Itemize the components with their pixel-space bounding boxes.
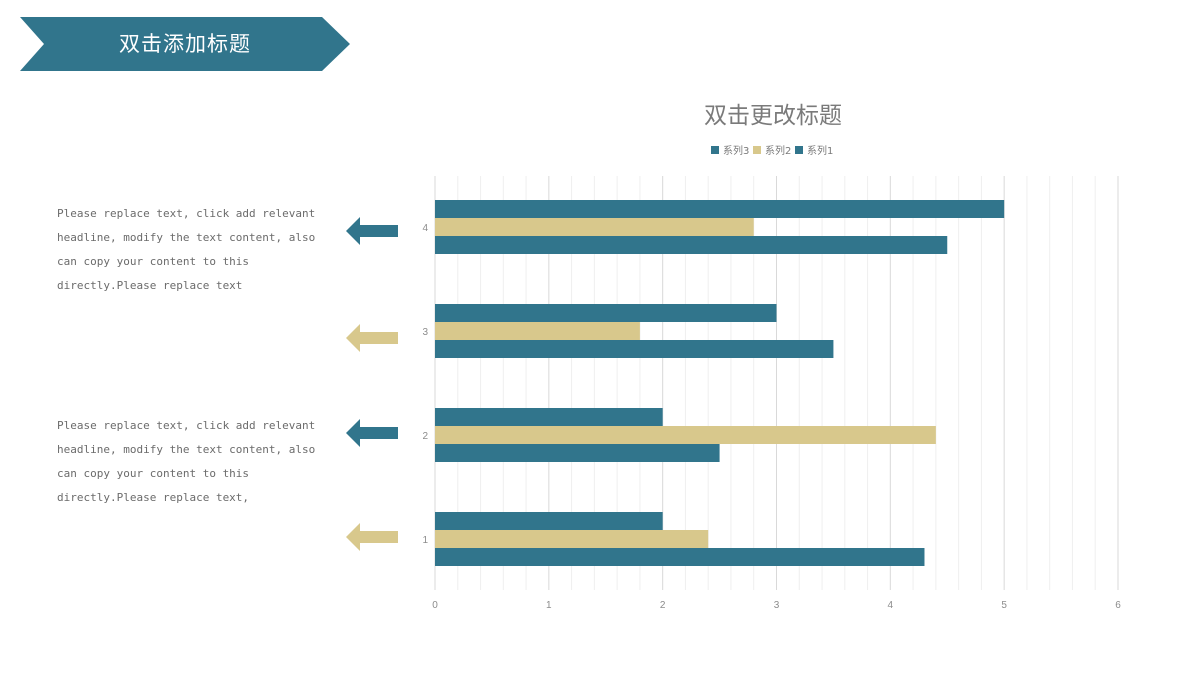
x-tick-label: 1 — [546, 600, 552, 611]
y-tick-label: 2 — [422, 431, 428, 442]
x-tick-label: 5 — [1001, 600, 1007, 611]
x-tick-label: 4 — [888, 600, 894, 611]
arrow-left-icon — [346, 419, 398, 447]
bar-系列2-2 — [435, 426, 936, 444]
chart-title: 双击更改标题 — [704, 103, 842, 129]
bar-系列1-3 — [435, 340, 834, 358]
arrow-left-icon — [346, 217, 398, 245]
bar-系列3-4 — [435, 200, 1005, 218]
bar-系列1-4 — [435, 236, 948, 254]
legend-swatch — [795, 146, 803, 154]
legend-label: 系列3 — [723, 144, 749, 157]
x-tick-label: 2 — [660, 600, 666, 611]
bar-系列2-4 — [435, 218, 754, 236]
x-tick-label: 0 — [432, 600, 438, 611]
legend-swatch — [711, 146, 719, 154]
page-title: 双击添加标题 — [119, 32, 251, 56]
bar-系列3-1 — [435, 512, 663, 530]
arrow-left-icon — [346, 523, 398, 551]
title-banner: 双击添加标题 — [20, 17, 350, 71]
bar-系列3-2 — [435, 408, 663, 426]
y-tick-label: 1 — [422, 535, 428, 546]
legend-label: 系列2 — [765, 144, 791, 157]
bar-系列2-1 — [435, 530, 709, 548]
bar-系列1-1 — [435, 548, 925, 566]
bar-系列1-2 — [435, 444, 720, 462]
y-tick-label: 4 — [422, 223, 428, 234]
bar-系列2-3 — [435, 322, 640, 340]
arrow-left-icon — [346, 324, 398, 352]
legend-label: 系列1 — [807, 144, 833, 157]
bar-系列3-3 — [435, 304, 777, 322]
text-block-top: Please replace text, click add relevant … — [57, 207, 316, 292]
x-tick-label: 6 — [1115, 600, 1121, 611]
banner-shape — [20, 17, 350, 71]
x-tick-label: 3 — [774, 600, 780, 611]
y-tick-label: 3 — [422, 327, 428, 338]
legend-swatch — [753, 146, 761, 154]
text-block-bottom: Please replace text, click add relevant … — [57, 419, 316, 504]
